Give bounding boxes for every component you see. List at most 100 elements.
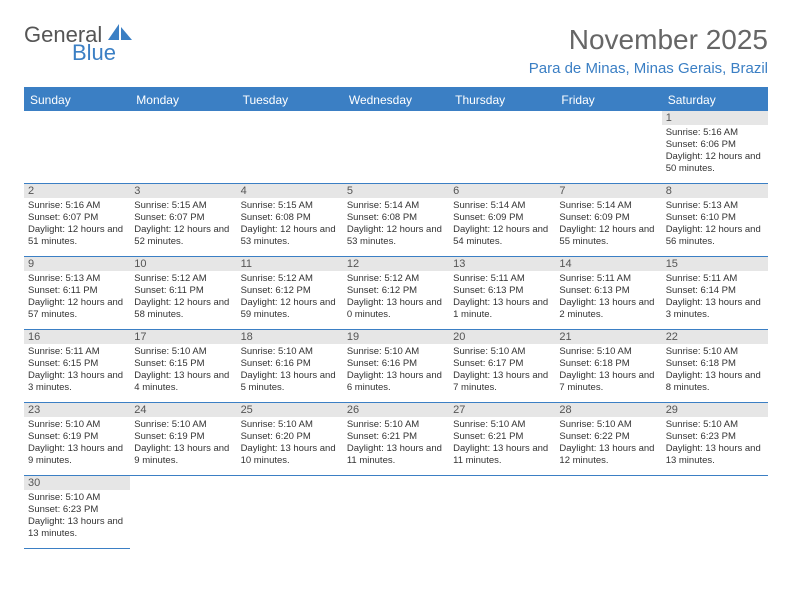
day-number: 9: [24, 257, 130, 271]
daylight-text: Daylight: 13 hours and 11 minutes.: [347, 443, 445, 467]
calendar-cell: 9Sunrise: 5:13 AMSunset: 6:11 PMDaylight…: [24, 257, 130, 330]
day-number: 18: [237, 330, 343, 344]
day-details: Sunrise: 5:10 AMSunset: 6:22 PMDaylight:…: [555, 417, 661, 471]
calendar-row: 1Sunrise: 5:16 AMSunset: 6:06 PMDaylight…: [24, 111, 768, 184]
calendar-cell: 6Sunrise: 5:14 AMSunset: 6:09 PMDaylight…: [449, 184, 555, 257]
sunrise-text: Sunrise: 5:10 AM: [347, 346, 445, 358]
sunset-text: Sunset: 6:13 PM: [559, 285, 657, 297]
day-details: Sunrise: 5:10 AMSunset: 6:19 PMDaylight:…: [24, 417, 130, 471]
daylight-text: Daylight: 13 hours and 7 minutes.: [559, 370, 657, 394]
day-details: Sunrise: 5:10 AMSunset: 6:20 PMDaylight:…: [237, 417, 343, 471]
sunset-text: Sunset: 6:18 PM: [559, 358, 657, 370]
calendar-cell: 1Sunrise: 5:16 AMSunset: 6:06 PMDaylight…: [662, 111, 768, 184]
calendar-cell: 14Sunrise: 5:11 AMSunset: 6:13 PMDayligh…: [555, 257, 661, 330]
calendar-cell: 5Sunrise: 5:14 AMSunset: 6:08 PMDaylight…: [343, 184, 449, 257]
calendar-cell: 3Sunrise: 5:15 AMSunset: 6:07 PMDaylight…: [130, 184, 236, 257]
daylight-text: Daylight: 13 hours and 6 minutes.: [347, 370, 445, 394]
sunset-text: Sunset: 6:06 PM: [666, 139, 764, 151]
sunrise-text: Sunrise: 5:10 AM: [559, 346, 657, 358]
weekday-header-row: Sunday Monday Tuesday Wednesday Thursday…: [24, 88, 768, 111]
day-details: Sunrise: 5:15 AMSunset: 6:08 PMDaylight:…: [237, 198, 343, 252]
sunrise-text: Sunrise: 5:11 AM: [453, 273, 551, 285]
sunrise-text: Sunrise: 5:10 AM: [666, 419, 764, 431]
day-number: 4: [237, 184, 343, 198]
daylight-text: Daylight: 13 hours and 9 minutes.: [28, 443, 126, 467]
sunrise-text: Sunrise: 5:16 AM: [28, 200, 126, 212]
sunset-text: Sunset: 6:15 PM: [134, 358, 232, 370]
day-details: Sunrise: 5:14 AMSunset: 6:08 PMDaylight:…: [343, 198, 449, 252]
daylight-text: Daylight: 12 hours and 53 minutes.: [347, 224, 445, 248]
calendar-cell: 10Sunrise: 5:12 AMSunset: 6:11 PMDayligh…: [130, 257, 236, 330]
calendar-cell: 24Sunrise: 5:10 AMSunset: 6:19 PMDayligh…: [130, 403, 236, 476]
sunrise-text: Sunrise: 5:11 AM: [666, 273, 764, 285]
page-header: General Blue November 2025 Para de Minas…: [24, 24, 768, 77]
sunset-text: Sunset: 6:12 PM: [347, 285, 445, 297]
day-number: 11: [237, 257, 343, 271]
calendar-cell: 19Sunrise: 5:10 AMSunset: 6:16 PMDayligh…: [343, 330, 449, 403]
calendar-row: 2Sunrise: 5:16 AMSunset: 6:07 PMDaylight…: [24, 184, 768, 257]
calendar-cell: 25Sunrise: 5:10 AMSunset: 6:20 PMDayligh…: [237, 403, 343, 476]
sunrise-text: Sunrise: 5:10 AM: [28, 492, 126, 504]
sunset-text: Sunset: 6:19 PM: [134, 431, 232, 443]
day-number: 5: [343, 184, 449, 198]
daylight-text: Daylight: 12 hours and 53 minutes.: [241, 224, 339, 248]
sunrise-text: Sunrise: 5:14 AM: [559, 200, 657, 212]
sunrise-text: Sunrise: 5:11 AM: [559, 273, 657, 285]
day-number: 24: [130, 403, 236, 417]
calendar-cell: 4Sunrise: 5:15 AMSunset: 6:08 PMDaylight…: [237, 184, 343, 257]
sunset-text: Sunset: 6:15 PM: [28, 358, 126, 370]
daylight-text: Daylight: 13 hours and 2 minutes.: [559, 297, 657, 321]
day-number: 27: [449, 403, 555, 417]
sunrise-text: Sunrise: 5:10 AM: [134, 346, 232, 358]
calendar-cell: 22Sunrise: 5:10 AMSunset: 6:18 PMDayligh…: [662, 330, 768, 403]
calendar-row: 30Sunrise: 5:10 AMSunset: 6:23 PMDayligh…: [24, 476, 768, 549]
sunset-text: Sunset: 6:11 PM: [28, 285, 126, 297]
daylight-text: Daylight: 12 hours and 50 minutes.: [666, 151, 764, 175]
day-number: 13: [449, 257, 555, 271]
day-details: Sunrise: 5:16 AMSunset: 6:06 PMDaylight:…: [662, 125, 768, 179]
daylight-text: Daylight: 13 hours and 7 minutes.: [453, 370, 551, 394]
weekday-header: Monday: [130, 88, 236, 111]
day-details: Sunrise: 5:14 AMSunset: 6:09 PMDaylight:…: [449, 198, 555, 252]
sunrise-text: Sunrise: 5:10 AM: [559, 419, 657, 431]
sunset-text: Sunset: 6:14 PM: [666, 285, 764, 297]
sunrise-text: Sunrise: 5:10 AM: [453, 419, 551, 431]
calendar-cell: 21Sunrise: 5:10 AMSunset: 6:18 PMDayligh…: [555, 330, 661, 403]
day-details: Sunrise: 5:15 AMSunset: 6:07 PMDaylight:…: [130, 198, 236, 252]
daylight-text: Daylight: 13 hours and 8 minutes.: [666, 370, 764, 394]
sunset-text: Sunset: 6:20 PM: [241, 431, 339, 443]
calendar-cell: 17Sunrise: 5:10 AMSunset: 6:15 PMDayligh…: [130, 330, 236, 403]
weekday-header: Thursday: [449, 88, 555, 111]
calendar-cell: 15Sunrise: 5:11 AMSunset: 6:14 PMDayligh…: [662, 257, 768, 330]
sunrise-text: Sunrise: 5:12 AM: [134, 273, 232, 285]
day-number: 23: [24, 403, 130, 417]
calendar-cell: [662, 476, 768, 549]
day-number: 26: [343, 403, 449, 417]
sunrise-text: Sunrise: 5:13 AM: [666, 200, 764, 212]
calendar-row: 16Sunrise: 5:11 AMSunset: 6:15 PMDayligh…: [24, 330, 768, 403]
sunrise-text: Sunrise: 5:12 AM: [241, 273, 339, 285]
day-number: 1: [662, 111, 768, 125]
calendar-cell: [343, 111, 449, 184]
daylight-text: Daylight: 13 hours and 13 minutes.: [666, 443, 764, 467]
day-details: Sunrise: 5:10 AMSunset: 6:21 PMDaylight:…: [343, 417, 449, 471]
calendar-cell: 20Sunrise: 5:10 AMSunset: 6:17 PMDayligh…: [449, 330, 555, 403]
calendar-row: 23Sunrise: 5:10 AMSunset: 6:19 PMDayligh…: [24, 403, 768, 476]
daylight-text: Daylight: 13 hours and 12 minutes.: [559, 443, 657, 467]
day-number: 30: [24, 476, 130, 490]
sunrise-text: Sunrise: 5:14 AM: [347, 200, 445, 212]
daylight-text: Daylight: 13 hours and 5 minutes.: [241, 370, 339, 394]
daylight-text: Daylight: 12 hours and 56 minutes.: [666, 224, 764, 248]
sunset-text: Sunset: 6:23 PM: [28, 504, 126, 516]
sunset-text: Sunset: 6:09 PM: [559, 212, 657, 224]
sunrise-text: Sunrise: 5:10 AM: [134, 419, 232, 431]
daylight-text: Daylight: 12 hours and 52 minutes.: [134, 224, 232, 248]
day-details: Sunrise: 5:11 AMSunset: 6:13 PMDaylight:…: [555, 271, 661, 325]
day-number: 14: [555, 257, 661, 271]
day-number: 12: [343, 257, 449, 271]
day-details: Sunrise: 5:12 AMSunset: 6:11 PMDaylight:…: [130, 271, 236, 325]
day-details: Sunrise: 5:10 AMSunset: 6:18 PMDaylight:…: [555, 344, 661, 398]
day-details: Sunrise: 5:10 AMSunset: 6:18 PMDaylight:…: [662, 344, 768, 398]
sunset-text: Sunset: 6:13 PM: [453, 285, 551, 297]
logo-text-blue: Blue: [72, 42, 134, 64]
